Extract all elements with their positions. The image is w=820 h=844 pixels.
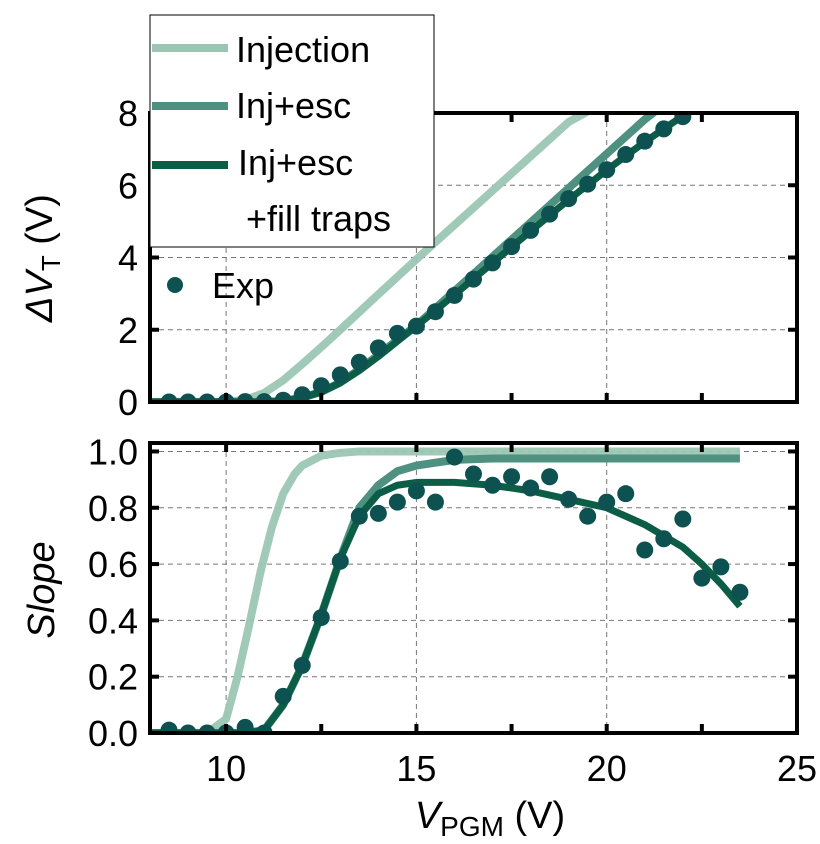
x-tick-label: 25 [777, 748, 817, 789]
bottom-axes-frame [148, 441, 799, 735]
bottom-exp-point [255, 724, 273, 733]
bottom-exp-point [369, 504, 387, 522]
bottom-exp-point [522, 479, 540, 497]
bottom-exp-point [274, 687, 292, 705]
top-exp-point [598, 161, 616, 179]
top-y-tick-label: 0 [118, 382, 138, 423]
bottom-series-inj-esc-fill-traps [150, 478, 743, 733]
top-y-tick-label: 6 [118, 165, 138, 206]
x-tick-label: 20 [587, 748, 627, 789]
bottom-exp-point [293, 656, 311, 674]
bottom-exp-point [331, 552, 349, 570]
top-y-tick-label: 2 [118, 310, 138, 351]
top-exp-point [274, 391, 292, 402]
bottom-exp-point [731, 583, 749, 601]
top-panel-frame: 0 2 4 6 8 [118, 93, 799, 423]
x-tick-label: 10 [206, 748, 246, 789]
top-exp-point [541, 205, 559, 223]
top-exp-point [484, 254, 502, 272]
top-exp-point [674, 113, 692, 126]
top-exp-point [407, 317, 425, 335]
bottom-exp-point [465, 465, 482, 483]
bottom-exp-point [541, 468, 559, 486]
bottom-exp-point [160, 721, 178, 733]
x-axis-label: VPGM (V) [415, 795, 565, 842]
bottom-y-tick-label: 0.2 [88, 657, 138, 698]
top-exp-point [503, 238, 521, 256]
top-exp-point [293, 386, 311, 402]
top-exp-point [426, 303, 444, 321]
top-exp-point [445, 286, 463, 304]
legend-label-inj-esc-fill-line2: +fill traps [246, 198, 391, 239]
bottom-exp-point [617, 485, 635, 503]
bottom-exp-point [388, 493, 406, 511]
top-exp-point [198, 393, 216, 402]
legend-label-inj-esc-fill: Inj+esc [238, 142, 353, 183]
top-exp-point [179, 393, 197, 402]
bottom-y-tick-label: 0.0 [88, 713, 138, 754]
bottom-exp-point [636, 541, 654, 559]
bottom-exp-point [693, 569, 711, 587]
bottom-exp-point [712, 558, 730, 576]
top-exp-point [465, 270, 482, 288]
bottom-y-tick-label: 1.0 [88, 431, 138, 472]
legend: Injection Inj+esc Inj+esc +fill traps Ex… [149, 14, 435, 306]
legend-label-inj-esc: Inj+esc [236, 85, 351, 126]
top-exp-point [236, 393, 254, 402]
top-y-tick-label: 4 [118, 238, 138, 279]
top-exp-point [560, 190, 578, 208]
top-exp-point [255, 393, 273, 402]
bottom-series-inj-esc [150, 454, 740, 733]
legend-label-injection: Injection [236, 29, 370, 70]
legend-marker-exp [167, 277, 183, 293]
bottom-y-tick-label: 0.8 [88, 488, 138, 529]
top-exp-point [388, 324, 406, 342]
top-exp-point [160, 393, 178, 402]
bottom-exp-point [503, 468, 521, 486]
bottom-y-tick-label: 0.6 [88, 544, 138, 585]
bottom-exp-point [179, 724, 197, 733]
top-exp-point [636, 132, 654, 150]
bottom-exp-point [445, 448, 463, 466]
bottom-exp-point [655, 530, 673, 548]
bottom-exp-point [312, 609, 330, 627]
bottom-exp-point [426, 493, 444, 511]
top-exp-point [579, 175, 597, 193]
bottom-series-injection [150, 447, 740, 733]
bottom-panel-marks [150, 447, 749, 733]
x-tick-label: 15 [396, 748, 436, 789]
bottom-panel-frame: 0.0 0.2 0.4 0.6 0.8 1.0 10 15 20 25 [88, 431, 817, 789]
top-exp-point [331, 366, 349, 384]
top-exp-point [369, 339, 387, 357]
top-exp-point [350, 353, 368, 371]
bottom-exp-point [198, 724, 216, 733]
bottom-exp-point [674, 510, 692, 528]
bottom-exp-point [350, 507, 368, 525]
top-exp-point [617, 146, 635, 164]
top-y-axis-label: ΔVT (V) [19, 194, 66, 323]
legend-label-exp: Exp [212, 265, 274, 306]
bottom-exp-point [407, 482, 425, 500]
top-exp-point [655, 120, 673, 138]
bottom-y-tick-label: 0.4 [88, 600, 138, 641]
top-exp-point [312, 377, 330, 395]
top-y-tick-label: 8 [118, 93, 138, 134]
bottom-exp-point [560, 490, 578, 508]
top-exp-point [522, 221, 540, 239]
bottom-exp-point [236, 718, 254, 733]
legend-box [149, 14, 435, 248]
bottom-exp-point [484, 476, 502, 494]
bottom-exp-point [579, 507, 597, 525]
bottom-y-axis-label: Slope [21, 541, 63, 638]
bottom-exp-point [598, 493, 616, 511]
